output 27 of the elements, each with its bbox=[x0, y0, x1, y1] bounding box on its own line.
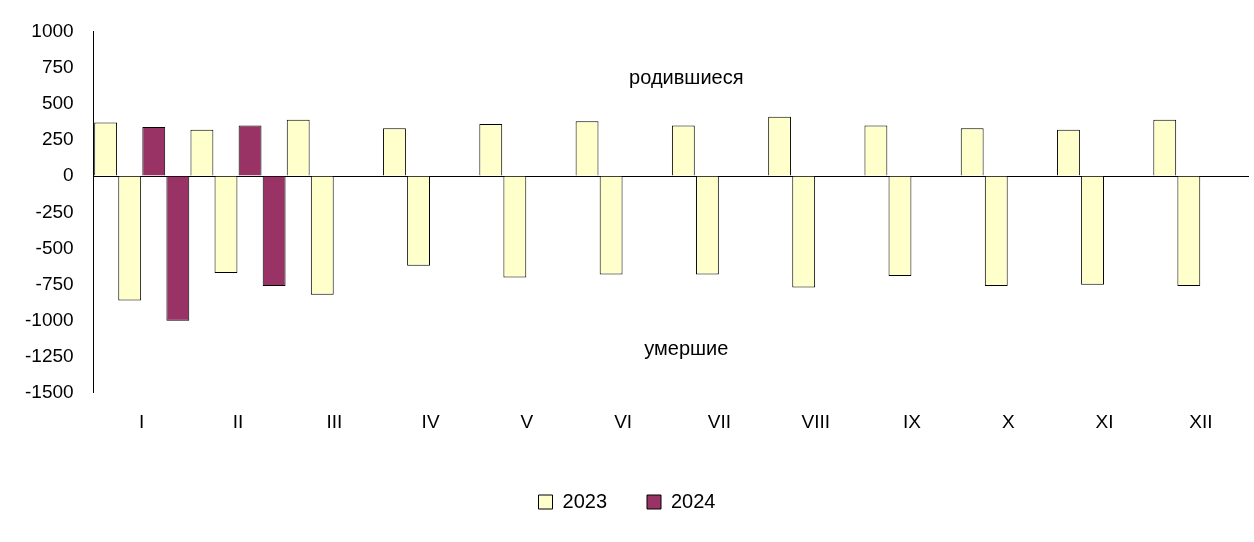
x-tick-label: I bbox=[139, 410, 145, 432]
annotation: родившиеся bbox=[629, 65, 744, 88]
x-tick-label: IV bbox=[421, 410, 440, 432]
y-tick-label: -500 bbox=[35, 236, 74, 258]
legend-label: 2024 bbox=[671, 489, 716, 512]
y-tick-label: 0 bbox=[63, 164, 74, 186]
annotation: умершие bbox=[644, 337, 729, 360]
y-tick-label: 750 bbox=[41, 55, 74, 77]
y-tick-label: 500 bbox=[41, 91, 74, 113]
x-tick-label: II bbox=[232, 410, 244, 432]
y-tick-label: -1500 bbox=[24, 381, 74, 403]
y-tick-label: 250 bbox=[41, 128, 74, 150]
x-tick-label: IX bbox=[903, 410, 922, 432]
x-tick-label: XII bbox=[1189, 410, 1213, 432]
y-tick-label: -1000 bbox=[24, 309, 74, 331]
legend-label: 2023 bbox=[562, 489, 608, 512]
x-tick-label: XI bbox=[1095, 410, 1114, 432]
x-tick-label: VI bbox=[614, 410, 633, 432]
x-tick-label: X bbox=[1001, 410, 1015, 432]
y-tick-label: -1250 bbox=[24, 345, 74, 367]
x-tick-label: III bbox=[326, 410, 343, 432]
y-tick-label: -250 bbox=[35, 200, 74, 222]
x-tick-label: VII bbox=[707, 410, 732, 432]
y-tick-label: 1000 bbox=[31, 19, 74, 41]
x-tick-label: VIII bbox=[801, 410, 830, 432]
y-tick-label: -750 bbox=[35, 272, 74, 294]
x-tick-label: V bbox=[520, 410, 534, 432]
